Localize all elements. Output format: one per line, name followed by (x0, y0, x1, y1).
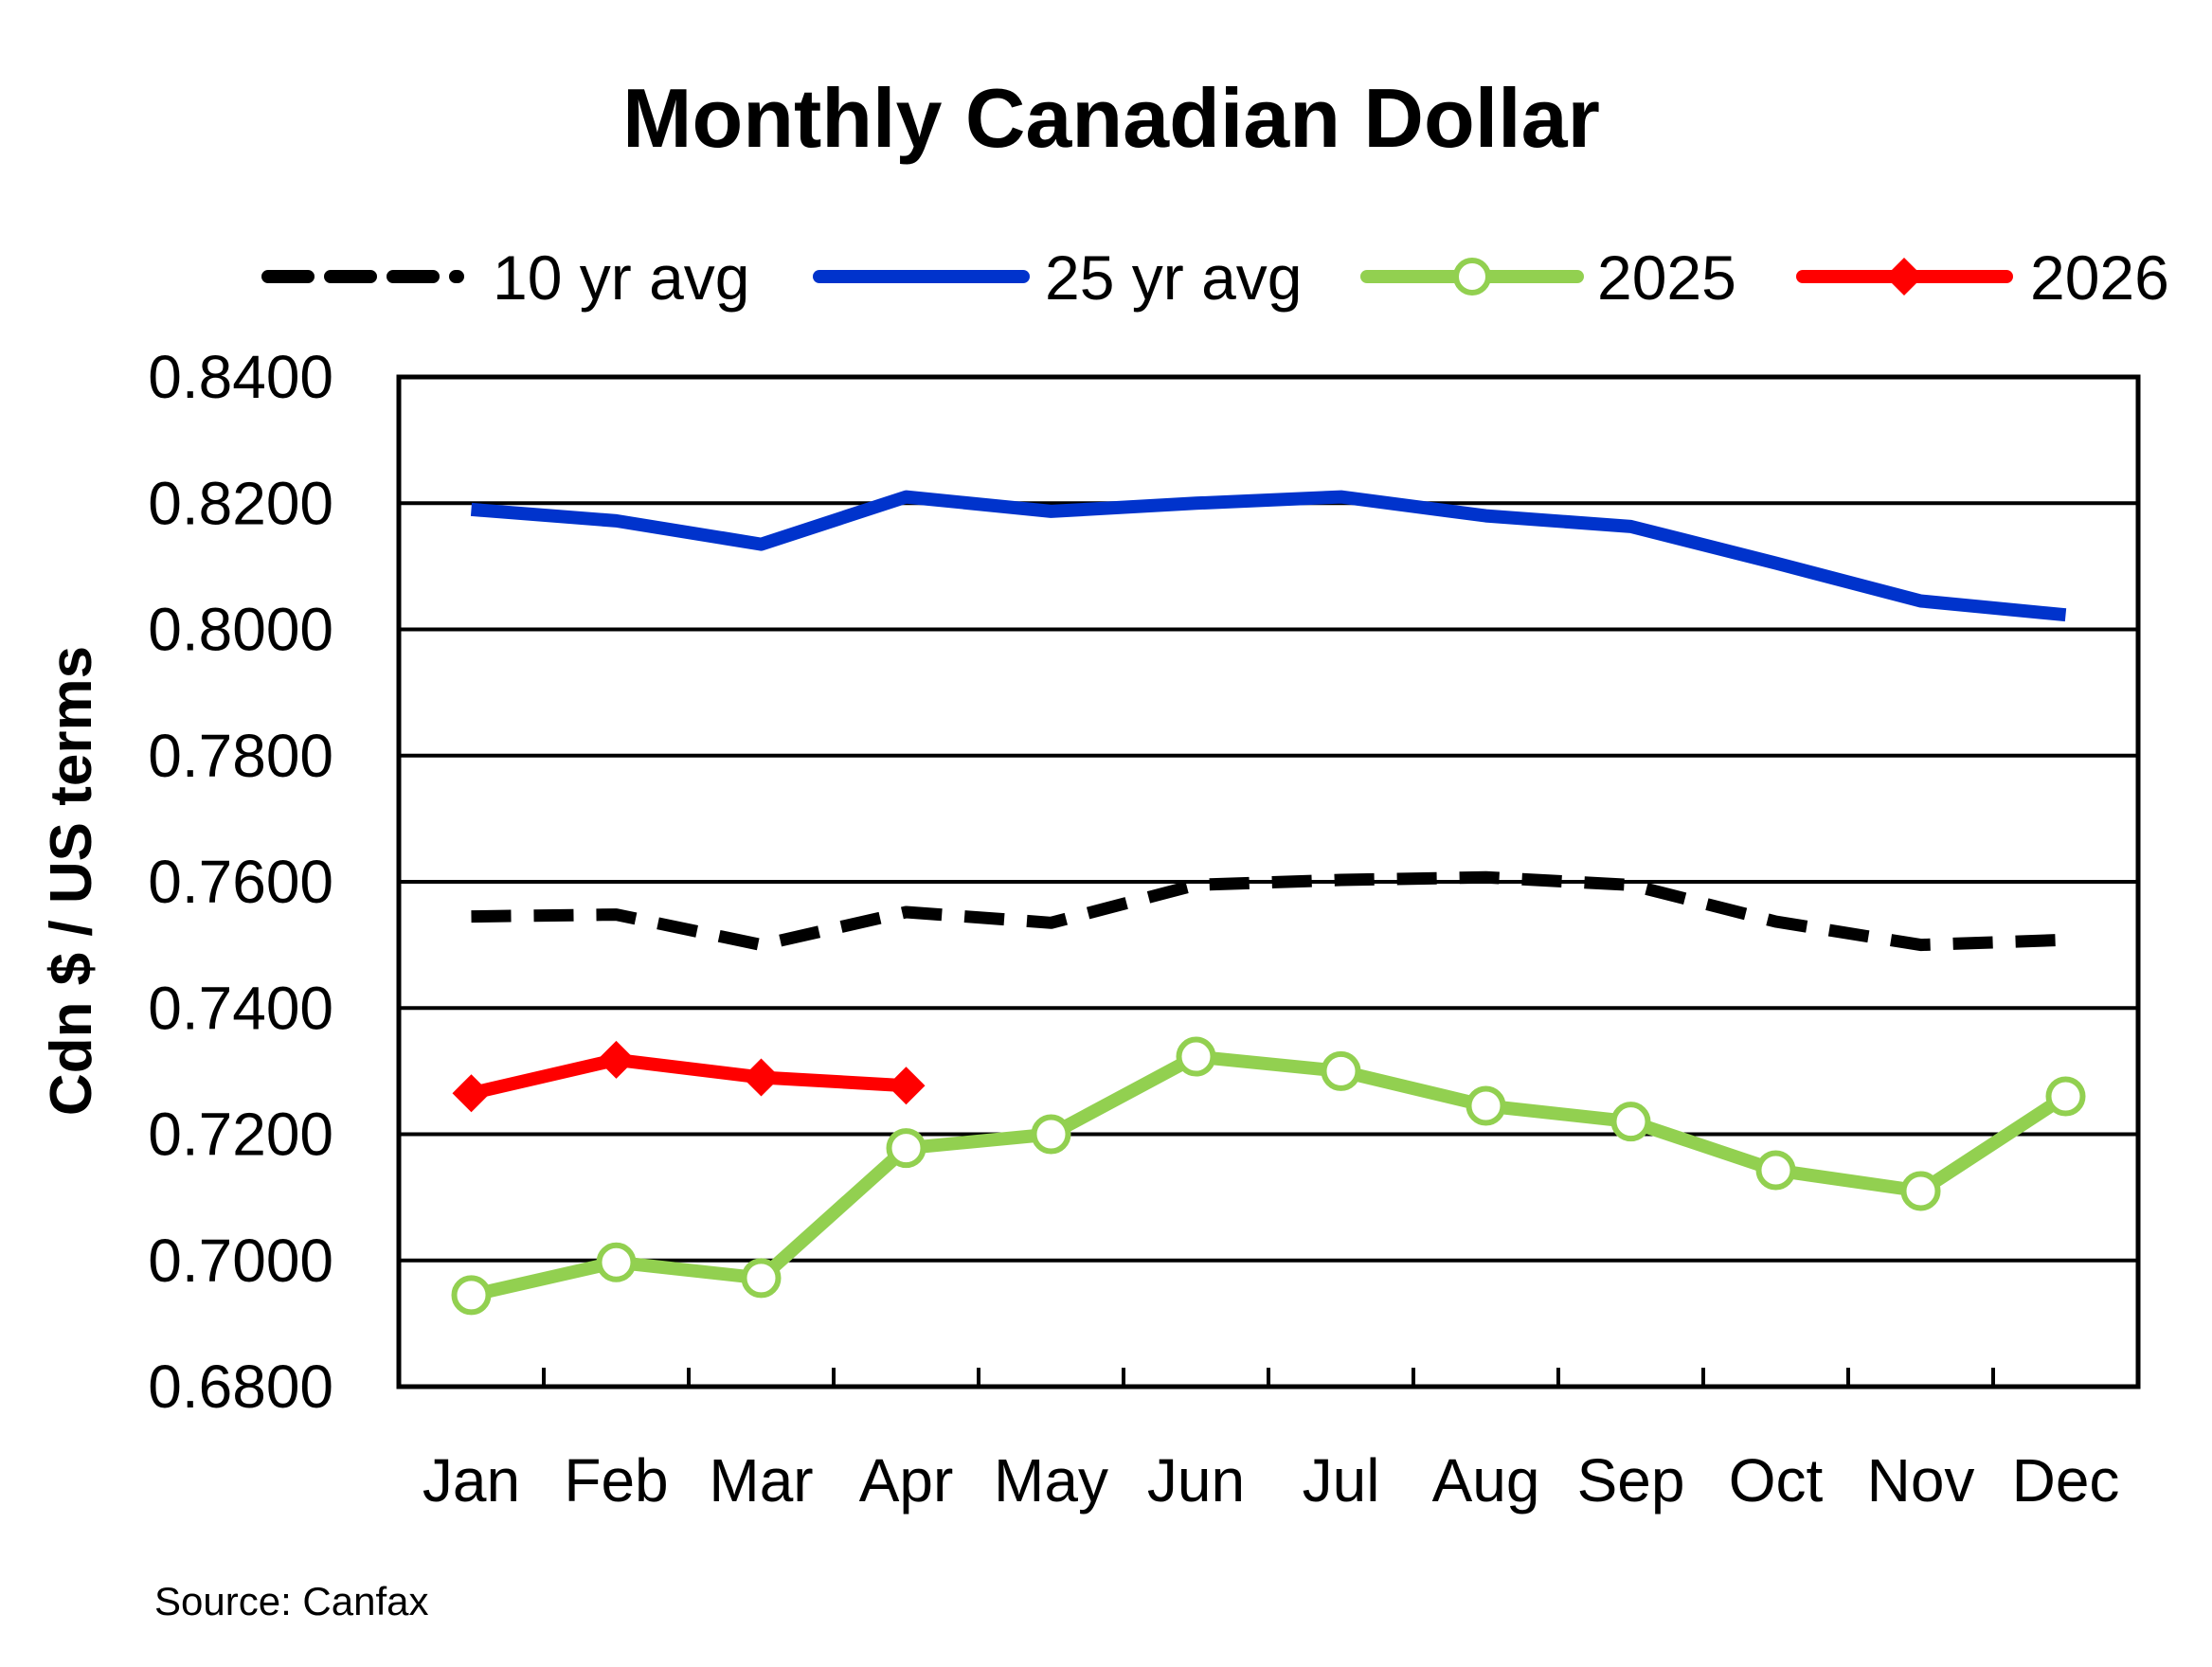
x-tick-label: May (994, 1446, 1108, 1515)
point-marker (1466, 1085, 1506, 1126)
x-tick-label: Feb (564, 1446, 668, 1515)
plot-frame (396, 374, 2141, 1389)
point-marker (1900, 1171, 1941, 1211)
x-tick-label: Nov (1867, 1446, 1975, 1515)
legend-marker-2025 (1453, 258, 1491, 296)
y-tick-label: 0.7400 (148, 974, 333, 1042)
y-tick-label: 0.7200 (148, 1101, 333, 1169)
x-tick-label: Jun (1147, 1446, 1245, 1515)
source-note: Source: Canfax (154, 1579, 429, 1623)
x-tick-label: Jan (423, 1446, 520, 1515)
series-line-3 (469, 1052, 907, 1101)
legend-label-2026: 2026 (2030, 242, 2169, 313)
point-marker (1321, 1050, 1361, 1091)
x-tick-label: Oct (1729, 1446, 1824, 1515)
point-marker (1031, 1114, 1071, 1155)
x-tick-label: Mar (709, 1446, 813, 1515)
y-tick-label: 0.8400 (148, 343, 333, 411)
legend-item-2026: 2026 (1796, 242, 2169, 313)
grid (399, 501, 2138, 1263)
x-tick-labels: Jan Feb Mar Apr May Jun Jul Aug Sep Oct Nov Dec (423, 1446, 2120, 1515)
y-axis-label: Cdn $ / US terms (39, 646, 104, 1116)
x-tick-label: Apr (859, 1446, 954, 1515)
legend-marker-2026 (1885, 258, 1923, 296)
y-tick-label: 0.6800 (148, 1353, 333, 1421)
y-tick-label: 0.7600 (148, 848, 333, 916)
y-tick-label: 0.8000 (148, 596, 333, 664)
series-line-0 (471, 870, 2066, 952)
chart-title: Monthly Canadian Dollar (622, 71, 1600, 165)
legend-label-2025: 2025 (1597, 242, 1736, 313)
series-line-2 (469, 1049, 2070, 1302)
x-axis-ticks (542, 1368, 1995, 1387)
point-marker (887, 1067, 926, 1105)
legend-item-10yr: 10 yr avg (261, 242, 749, 313)
x-tick-label: Aug (1432, 1446, 1540, 1515)
legend-label-25yr: 25 yr avg (1045, 242, 1302, 313)
series-lines (451, 490, 2086, 1316)
point-marker (886, 1128, 926, 1169)
point-marker (742, 1058, 781, 1097)
y-tick-labels: 0.6800 0.7000 0.7200 0.7400 0.7600 0.7800 0.80… (148, 343, 333, 1421)
point-marker (2045, 1076, 2086, 1117)
point-marker (1755, 1150, 1796, 1191)
y-tick-label: 0.7000 (148, 1227, 333, 1295)
y-tick-label: 0.8200 (148, 469, 333, 537)
point-marker (1610, 1102, 1651, 1142)
y-tick-label: 0.7800 (148, 722, 333, 790)
point-marker (597, 1040, 636, 1079)
x-tick-label: Jul (1303, 1446, 1380, 1515)
series-line-1 (470, 490, 2067, 622)
x-tick-label: Dec (2012, 1446, 2120, 1515)
legend-label-10yr: 10 yr avg (493, 242, 749, 313)
x-tick-label: Sep (1577, 1446, 1685, 1515)
point-marker (596, 1242, 637, 1282)
legend-item-2025: 2025 (1360, 242, 1736, 313)
point-marker (741, 1258, 782, 1299)
legend-item-25yr: 25 yr avg (813, 242, 1302, 313)
legend: 10 yr avg 25 yr avg 2025 2026 (261, 242, 2169, 313)
point-marker (451, 1275, 492, 1316)
point-marker (452, 1074, 491, 1113)
point-marker (1176, 1036, 1216, 1077)
